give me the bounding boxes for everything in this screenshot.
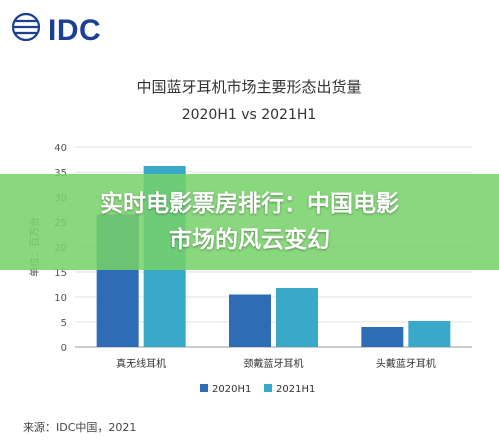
x-tick-label: 头戴蓝牙耳机 bbox=[376, 357, 436, 370]
x-tick-label: 真无线耳机 bbox=[116, 357, 166, 370]
chart-subtitle: 2020H1 vs 2021H1 bbox=[182, 107, 317, 123]
y-tick-label: 15 bbox=[54, 268, 67, 279]
bar-2021H1-2 bbox=[276, 288, 318, 347]
legend-label: 2021H1 bbox=[276, 384, 315, 395]
overlay-banner-text: 实时电影票房排行：中国电影 市场的风云变幻 bbox=[100, 191, 399, 253]
x-tick-label: 颈戴蓝牙耳机 bbox=[244, 357, 304, 370]
bar-2021H1-3 bbox=[408, 321, 451, 347]
legend-swatch bbox=[264, 384, 272, 392]
legend-swatch bbox=[200, 384, 208, 392]
y-tick-label: 10 bbox=[54, 293, 67, 304]
y-tick-label: 40 bbox=[54, 143, 67, 154]
y-tick-label: 35 bbox=[54, 168, 67, 179]
overlay-banner bbox=[0, 174, 499, 270]
source-note: 来源：IDC中国，2021 bbox=[23, 421, 137, 434]
idc-logo: IDC bbox=[10, 10, 122, 46]
chart-title: 中国蓝牙耳机市场主要形态出货量 bbox=[136, 78, 361, 96]
logo-text: IDC bbox=[48, 14, 102, 47]
y-tick-label: 5 bbox=[61, 318, 67, 329]
bar-2020H1-2 bbox=[229, 294, 271, 347]
bar-2020H1-3 bbox=[361, 327, 404, 347]
legend-label: 2020H1 bbox=[212, 384, 251, 395]
idc-globe-logo-icon bbox=[11, 12, 41, 42]
y-tick-label: 0 bbox=[61, 343, 67, 354]
